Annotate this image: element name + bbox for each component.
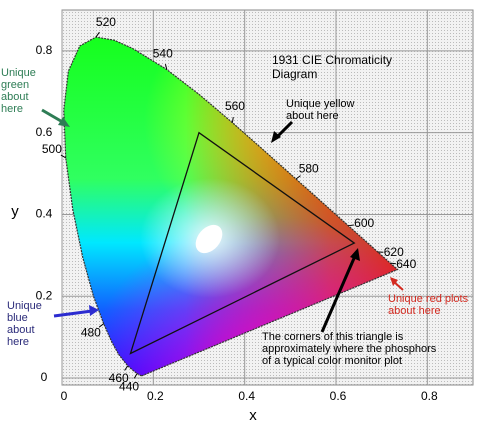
y-tick-label: 0.4: [36, 207, 53, 221]
wavelength-tick: [231, 117, 234, 123]
wavelength-label: 580: [299, 161, 319, 175]
x-tick-label: 0.8: [421, 389, 438, 403]
wavelength-label: 620: [384, 245, 404, 259]
wavelength-tick: [98, 323, 104, 328]
wavelength-tick: [295, 175, 301, 180]
y-tick-label: 0.8: [36, 43, 53, 57]
y-axis-label: y: [11, 203, 19, 220]
annotation: Unique red plots about here: [388, 293, 469, 317]
white-spot: [195, 224, 223, 254]
wavelength-tick: [124, 365, 129, 371]
wavelength-tick: [348, 224, 354, 227]
wavelength-tick: [60, 154, 66, 159]
x-tick-label: 0.6: [330, 389, 347, 403]
wavelength-label: 600: [354, 216, 374, 230]
y-tick-label: 0.6: [36, 125, 53, 139]
wavelength-label: 480: [81, 325, 101, 339]
wavelength-tick: [390, 262, 396, 265]
x-tick-label: 0.4: [238, 389, 255, 403]
wavelength-label: 520: [96, 15, 116, 29]
y-tick-label: 0.2: [36, 288, 53, 302]
wavelength-tick: [164, 64, 168, 70]
wavelength-label: 440: [119, 380, 139, 394]
x-axis-label: x: [249, 407, 257, 424]
x-tick-label: 0.2: [147, 389, 164, 403]
arrows: [41, 108, 404, 333]
wavelength-label: 500: [42, 142, 62, 156]
monitor-gamut: [129, 131, 356, 355]
annotation: Unique blue about here: [7, 300, 42, 348]
spectral-locus: [63, 36, 399, 377]
wavelength-label: 640: [396, 257, 416, 271]
y-tick-label: 0: [41, 370, 48, 384]
x-tick-label: 0: [61, 389, 68, 403]
wavelength-tick: [95, 31, 100, 38]
wavelength-label: 560: [225, 99, 245, 113]
wavelength-label: 460: [109, 371, 129, 385]
annotation: The corners of this triangle is approxim…: [262, 331, 437, 367]
annotation: Unique green about here: [1, 67, 36, 115]
wavelength-tick: [133, 373, 138, 379]
wavelength-label: 540: [153, 46, 173, 60]
annotation: Unique yellow about here: [286, 98, 355, 122]
chart-title: 1931 CIE Chromaticity Diagram: [272, 53, 393, 81]
